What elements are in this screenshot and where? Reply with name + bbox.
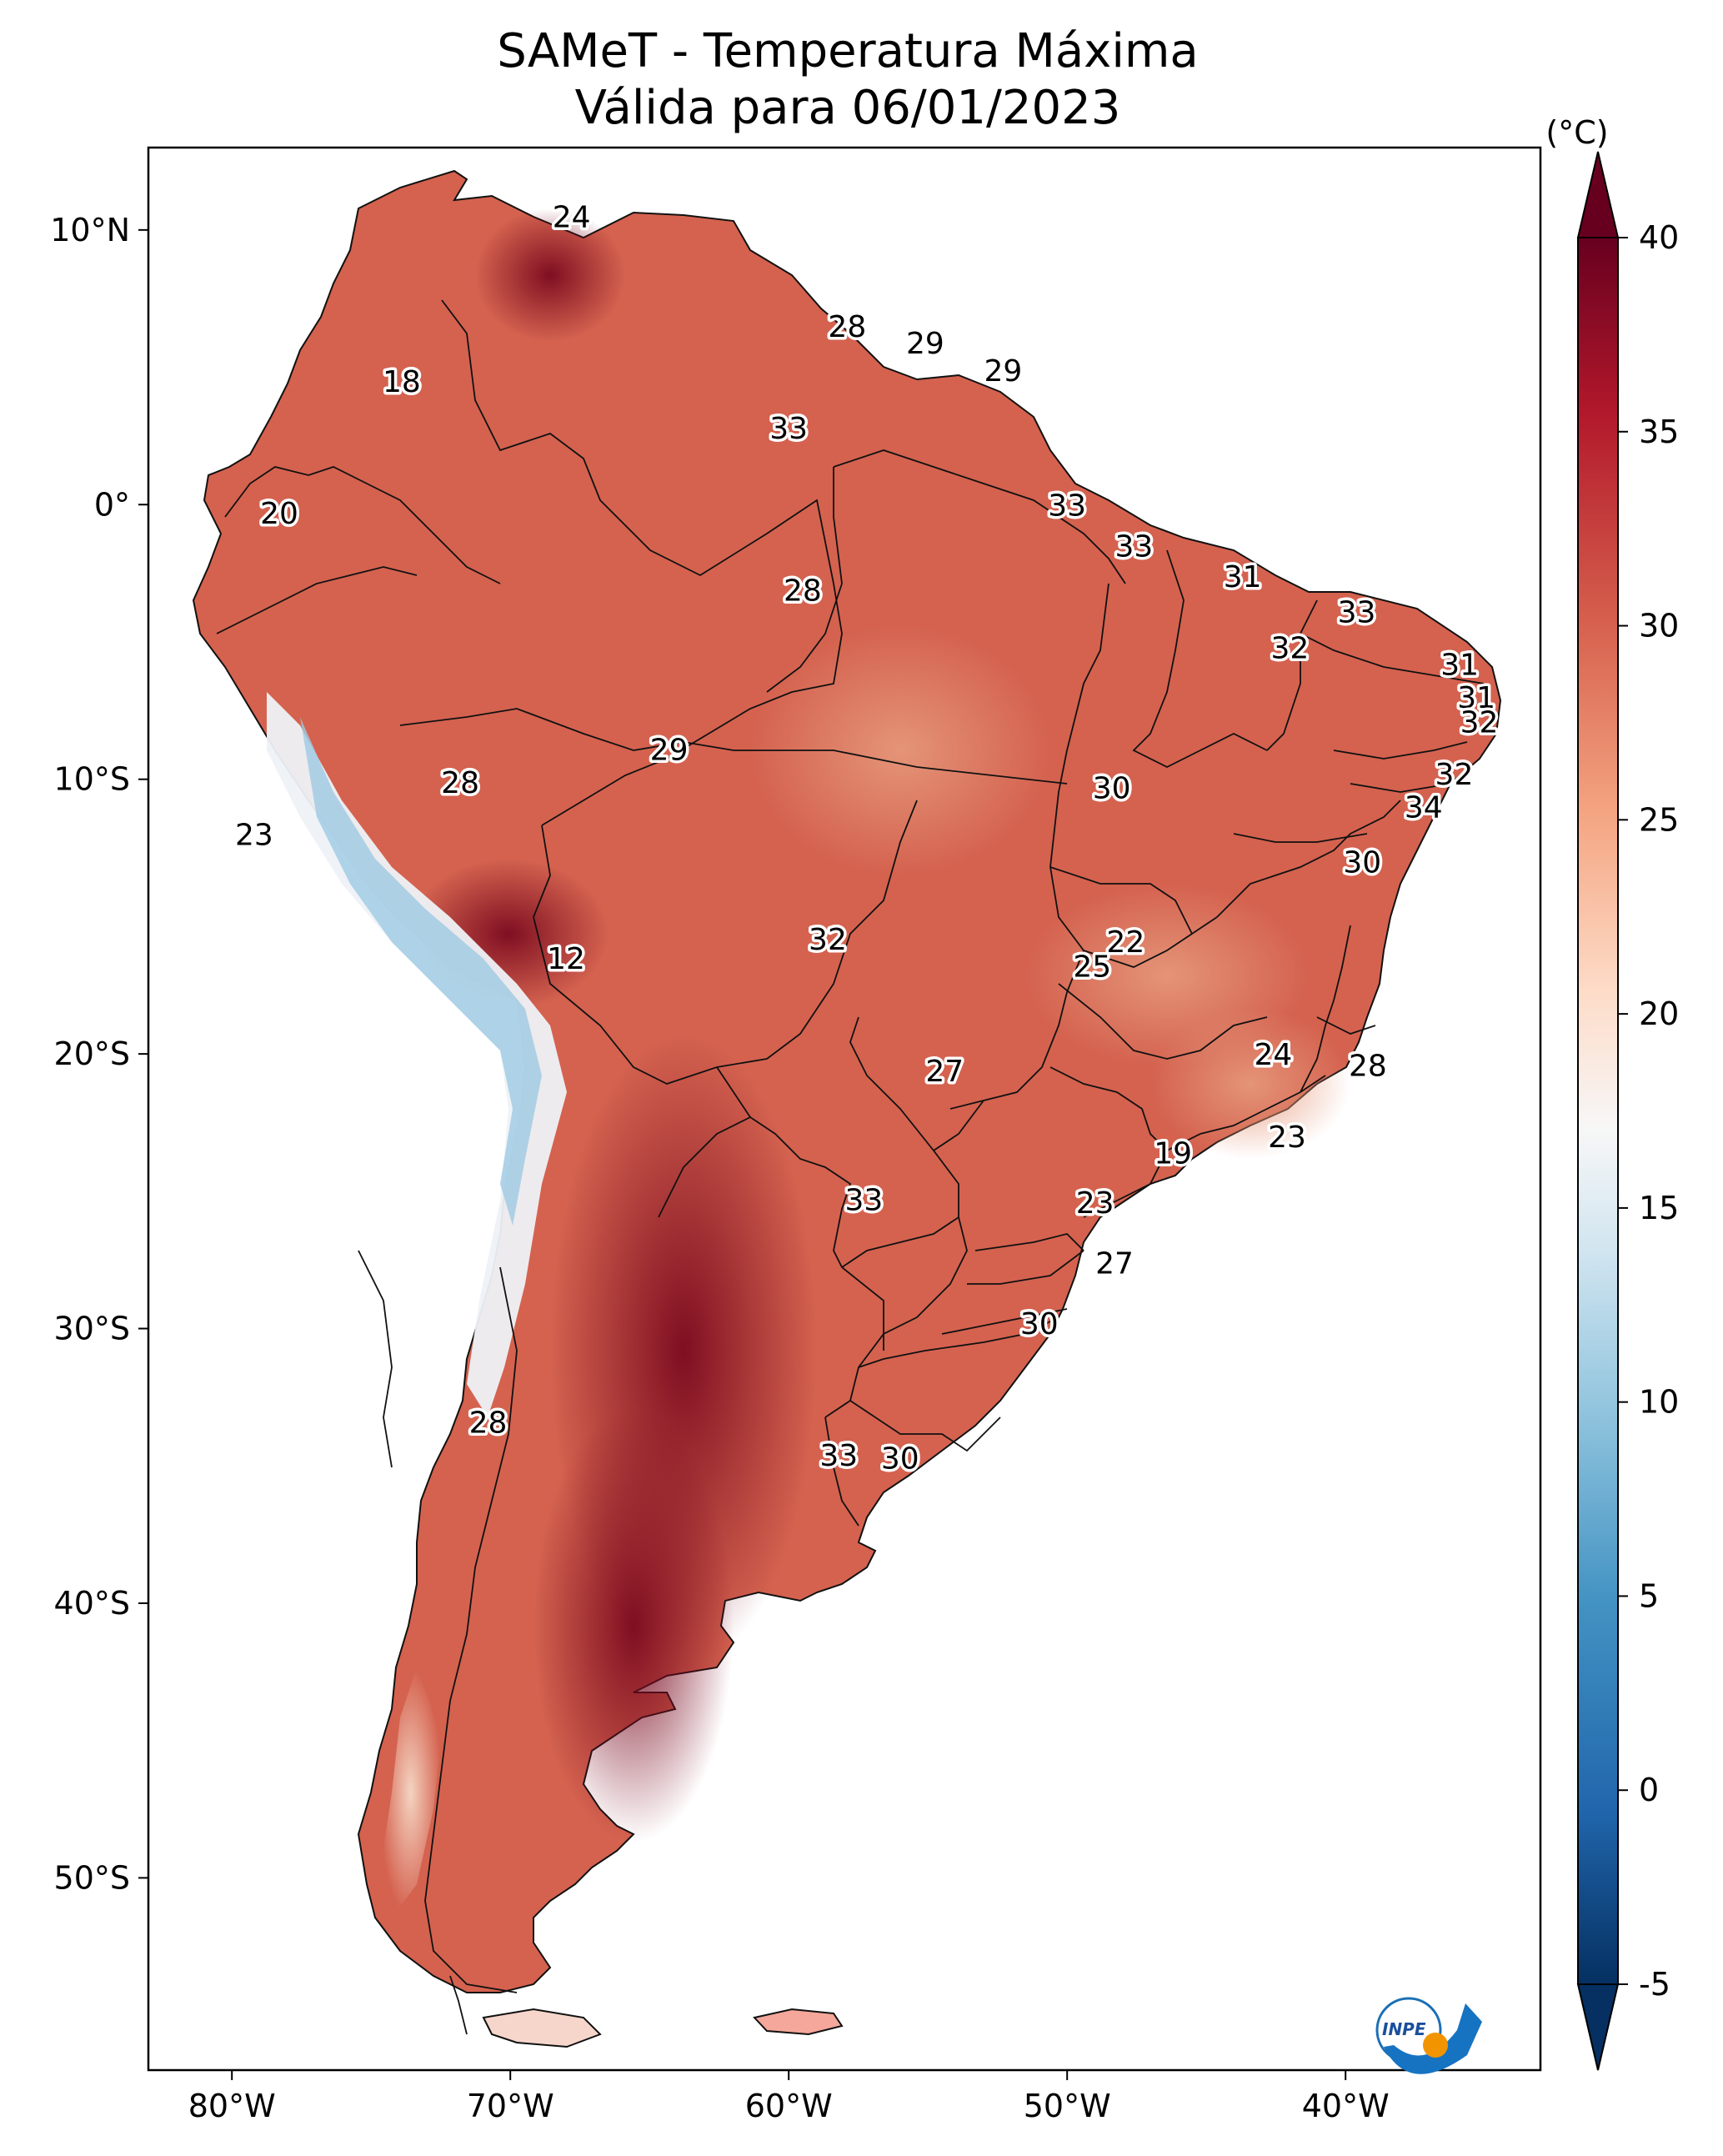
temperature-label: 23 (1076, 1186, 1114, 1221)
temperature-label: 33 (769, 412, 808, 446)
colorbar-tick-label: 25 (1639, 801, 1679, 838)
temperature-label: 23 (235, 819, 273, 853)
lat-tick-label: 20°S (54, 1035, 130, 1072)
temperature-label: 25 (1073, 950, 1111, 985)
colorbar-tick-label: 0 (1639, 1772, 1659, 1808)
temperature-label: 34 (1405, 791, 1443, 825)
colorbar-tick-label: -5 (1639, 1966, 1670, 2003)
temperature-label: 32 (1460, 706, 1499, 740)
temperature-label: 32 (1435, 758, 1474, 792)
colorbar: -5 0 5 10 15 20 25 30 35 40 (°C) (1545, 114, 1679, 2071)
temperature-label: 19 (1154, 1137, 1192, 1171)
map-panel (147, 146, 1542, 2072)
temperature-label: 31 (1457, 681, 1495, 715)
lon-tick-label: 80°W (188, 2088, 276, 2124)
lon-tick-label: 40°W (1302, 2088, 1390, 2124)
colorbar-tick-label: 20 (1639, 995, 1679, 1032)
temperature-label: 24 (1254, 1038, 1292, 1072)
lon-tick-label: 70°W (467, 2088, 554, 2124)
temperature-label: 20 (260, 497, 298, 531)
lat-tick-label: 10°S (54, 761, 130, 798)
lat-tick-label: 30°S (54, 1311, 130, 1347)
lat-tick-label: 0° (94, 486, 130, 523)
temperature-label: 29 (650, 733, 689, 767)
country-borders (216, 299, 1485, 2035)
temperature-label: 30 (1020, 1307, 1059, 1341)
temperature-label: 30 (881, 1442, 919, 1476)
temperature-label: 18 (383, 365, 421, 399)
colorbar-tick-label: 10 (1639, 1384, 1679, 1421)
colorbar-tick-label: 5 (1639, 1577, 1659, 1614)
colorbar-tick-label: 35 (1639, 414, 1679, 450)
temperature-label: 30 (1093, 772, 1131, 806)
temperature-label: 28 (828, 310, 866, 344)
temperature-label: 32 (809, 923, 847, 957)
temperature-label: 28 (469, 1406, 508, 1441)
temperature-label: 31 (1440, 648, 1479, 682)
temperature-label: 22 (1106, 925, 1144, 960)
temperature-label: 27 (1095, 1246, 1134, 1281)
map-title-line1: SAMeT - Temperatura Máxima (497, 24, 1199, 78)
lat-tick-label: 10°N (50, 212, 130, 248)
colorbar-tick-label: 40 (1639, 219, 1679, 256)
temperature-label: 23 (1268, 1121, 1306, 1155)
temperature-label: 33 (1114, 530, 1153, 564)
temperature-label: 12 (547, 942, 585, 976)
temperature-label: 33 (844, 1184, 883, 1218)
temperature-label: 33 (1048, 489, 1086, 523)
temperature-label: 29 (906, 327, 944, 361)
longitude-axis: 80°W 70°W 60°W 50°W 40°W (188, 2070, 1390, 2124)
lat-tick-label: 50°S (54, 1859, 130, 1896)
temperature-label: 24 (553, 200, 591, 234)
temperature-label: 33 (1338, 596, 1376, 630)
temperature-label: 28 (784, 574, 822, 608)
map-title-line2: Válida para 06/01/2023 (575, 81, 1121, 135)
lon-tick-label: 60°W (745, 2088, 833, 2124)
temperature-label: 33 (819, 1439, 858, 1473)
latitude-axis: 10°N 0° 10°S 20°S 30°S 40°S 50°S (50, 212, 148, 1896)
colorbar-unit: (°C) (1545, 114, 1608, 151)
temperature-label: 27 (925, 1055, 964, 1089)
temperature-label: 29 (984, 354, 1022, 389)
lon-tick-label: 50°W (1024, 2088, 1111, 2124)
lat-tick-label: 40°S (54, 1585, 130, 1622)
temperature-label: 28 (441, 766, 479, 800)
colorbar-tick-label: 15 (1639, 1190, 1679, 1226)
colorbar-tick-label: 30 (1639, 608, 1679, 644)
temperature-label: 28 (1349, 1049, 1387, 1083)
temperature-label: 31 (1224, 560, 1262, 594)
inpe-logo-text: INPE (1382, 2019, 1426, 2039)
temperature-label: 32 (1270, 632, 1309, 666)
inpe-logo: INPE (1375, 1997, 1482, 2074)
temperature-label: 30 (1343, 846, 1381, 880)
